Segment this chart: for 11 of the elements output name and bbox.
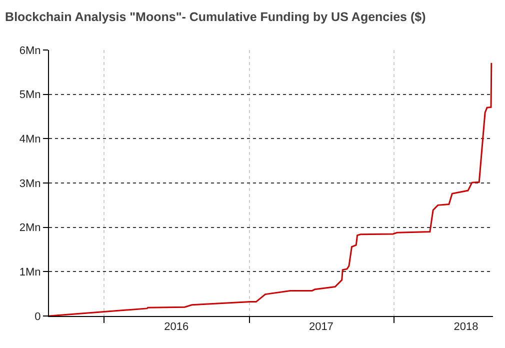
y-tick-label: 4Mn xyxy=(19,134,41,146)
chart-title: Blockchain Analysis "Moons"- Cumulative Funding by US Agencies ($) xyxy=(5,10,426,24)
y-tick-label: 2Mn xyxy=(19,222,41,234)
y-tick-label: 5Mn xyxy=(19,89,41,102)
y-tick-label: 6Mn xyxy=(19,44,41,57)
y-tick-label: 1Mn xyxy=(19,266,41,279)
x-tick-label: 2016 xyxy=(164,321,189,334)
y-tick-label: 0 xyxy=(34,310,41,323)
x-tick-label: 2018 xyxy=(454,321,478,334)
x-tick-label: 2017 xyxy=(308,321,334,334)
y-tick-label: 3Mn xyxy=(19,178,41,190)
